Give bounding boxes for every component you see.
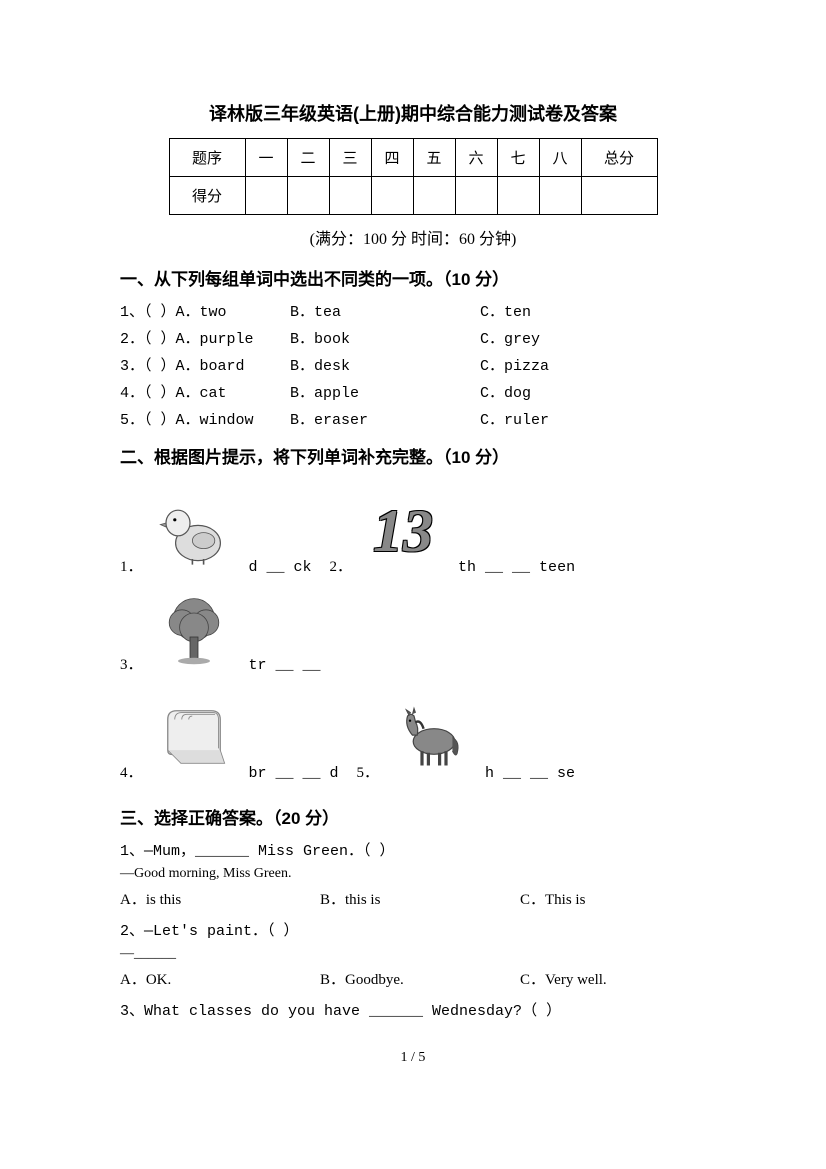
score-header-cell: 六	[455, 139, 497, 177]
score-value-cell	[581, 177, 657, 215]
score-value-cell	[413, 177, 455, 215]
horse-icon	[385, 692, 475, 782]
q3-line1: 3、What classes do you have ______ Wednes…	[120, 999, 706, 1020]
q3-line1: 1、—Mum，______ Miss Green．（ ）	[120, 839, 706, 860]
q3-option-a: A．is this	[120, 888, 320, 909]
q1-option-c: C．grey	[480, 327, 706, 348]
document-title: 译林版三年级英语(上册)期中综合能力测试卷及答案	[120, 100, 706, 126]
score-header-cell: 七	[497, 139, 539, 177]
thirteen-icon: 13	[358, 486, 448, 576]
q2-number: 3．	[120, 653, 143, 674]
score-value-label: 得分	[169, 177, 245, 215]
q3-item: 2、—Let's paint．（ ） —______ A．OK. B．Goodb…	[120, 919, 706, 989]
q3-option-c: C．This is	[520, 888, 706, 909]
section-2-heading: 二、根据图片提示，将下列单词补充完整。（10 分）	[120, 443, 706, 468]
q2-word: h __ __ se	[485, 765, 575, 782]
q1-item: 1、（ ）A．two B．tea C．ten	[120, 300, 706, 321]
exam-meta: (满分：100 分 时间：60 分钟)	[120, 225, 706, 249]
score-header-cell: 总分	[581, 139, 657, 177]
section-1-content: 1、（ ）A．two B．tea C．ten 2．（ ）A．purple B．b…	[120, 300, 706, 429]
score-header-cell: 五	[413, 139, 455, 177]
q1-option-b: B．book	[290, 327, 480, 348]
q2-number: 5．	[357, 761, 380, 782]
q2-number: 4．	[120, 761, 143, 782]
score-value-cell	[287, 177, 329, 215]
q2-word: th __ __ teen	[458, 559, 575, 576]
q3-option-a: A．OK.	[120, 968, 320, 989]
q1-option-c: C．dog	[480, 381, 706, 402]
score-header-cell: 二	[287, 139, 329, 177]
q1-option-c: C．pizza	[480, 354, 706, 375]
score-header-cell: 一	[245, 139, 287, 177]
q1-item: 4．（ ）A．cat B．apple C．dog	[120, 381, 706, 402]
score-header-cell: 三	[329, 139, 371, 177]
q3-line2: —Good morning, Miss Green.	[120, 866, 706, 882]
score-table-header-row: 题序 一 二 三 四 五 六 七 八 总分	[169, 139, 657, 177]
score-value-cell	[539, 177, 581, 215]
q2-item: 2． 13 th __ __ teen	[330, 486, 576, 576]
duck-icon	[149, 486, 239, 576]
q2-word: tr __ __	[249, 657, 321, 674]
section-2-content: 1． d __ ck 2． 13 th __ __ teen 3．	[120, 486, 706, 790]
q1-option-a: 1、（ ）A．two	[120, 300, 290, 321]
section-1-heading: 一、从下列每组单词中选出不同类的一项。（10 分）	[120, 265, 706, 290]
q3-line1: 2、—Let's paint．（ ）	[120, 919, 706, 940]
q3-options: A．is this B．this is C．This is	[120, 888, 706, 909]
score-header-cell: 八	[539, 139, 581, 177]
q1-option-a: 5．（ ）A．window	[120, 408, 290, 429]
q2-item: 1． d __ ck	[120, 486, 312, 576]
q2-item: 4． br __ __ d	[120, 692, 339, 782]
q3-line2: —______	[120, 946, 706, 962]
q3-option-b: B．this is	[320, 888, 520, 909]
q1-option-b: B．apple	[290, 381, 480, 402]
q3-item: 1、—Mum，______ Miss Green．（ ） —Good morni…	[120, 839, 706, 909]
q2-row-2: 4． br __ __ d 5．	[120, 692, 706, 790]
score-header-cell: 四	[371, 139, 413, 177]
score-value-cell	[371, 177, 413, 215]
q2-item: 5． h __ __ se	[357, 692, 576, 782]
q2-item: 3． tr __ __	[120, 584, 321, 674]
q1-item: 5．（ ）A．window B．eraser C．ruler	[120, 408, 706, 429]
q2-row-1: 1． d __ ck 2． 13 th __ __ teen 3．	[120, 486, 706, 682]
page-number: 1 / 5	[120, 1050, 706, 1066]
score-value-cell	[497, 177, 539, 215]
q2-number: 2．	[330, 555, 353, 576]
q1-option-c: C．ruler	[480, 408, 706, 429]
q1-option-b: B．desk	[290, 354, 480, 375]
q3-option-c: C．Very well.	[520, 968, 706, 989]
q1-option-b: B．tea	[290, 300, 480, 321]
q2-number: 1．	[120, 555, 143, 576]
q1-option-a: 3．（ ）A．board	[120, 354, 290, 375]
q1-option-a: 2．（ ）A．purple	[120, 327, 290, 348]
q1-item: 2．（ ）A．purple B．book C．grey	[120, 327, 706, 348]
score-value-cell	[455, 177, 497, 215]
q1-option-a: 4．（ ）A．cat	[120, 381, 290, 402]
q1-item: 3．（ ）A．board B．desk C．pizza	[120, 354, 706, 375]
section-3-content: 1、—Mum，______ Miss Green．（ ） —Good morni…	[120, 839, 706, 1020]
q2-word: d __ ck	[249, 559, 312, 576]
q3-item: 3、What classes do you have ______ Wednes…	[120, 999, 706, 1020]
q3-options: A．OK. B．Goodbye. C．Very well.	[120, 968, 706, 989]
q1-option-b: B．eraser	[290, 408, 480, 429]
score-value-cell	[329, 177, 371, 215]
q2-word: br __ __ d	[249, 765, 339, 782]
score-table-value-row: 得分	[169, 177, 657, 215]
bread-icon	[149, 692, 239, 782]
q3-option-b: B．Goodbye.	[320, 968, 520, 989]
score-header-cell: 题序	[169, 139, 245, 177]
q1-option-c: C．ten	[480, 300, 706, 321]
score-table: 题序 一 二 三 四 五 六 七 八 总分 得分	[169, 138, 658, 215]
section-3-heading: 三、选择正确答案。（20 分）	[120, 804, 706, 829]
tree-icon	[149, 584, 239, 674]
score-value-cell	[245, 177, 287, 215]
